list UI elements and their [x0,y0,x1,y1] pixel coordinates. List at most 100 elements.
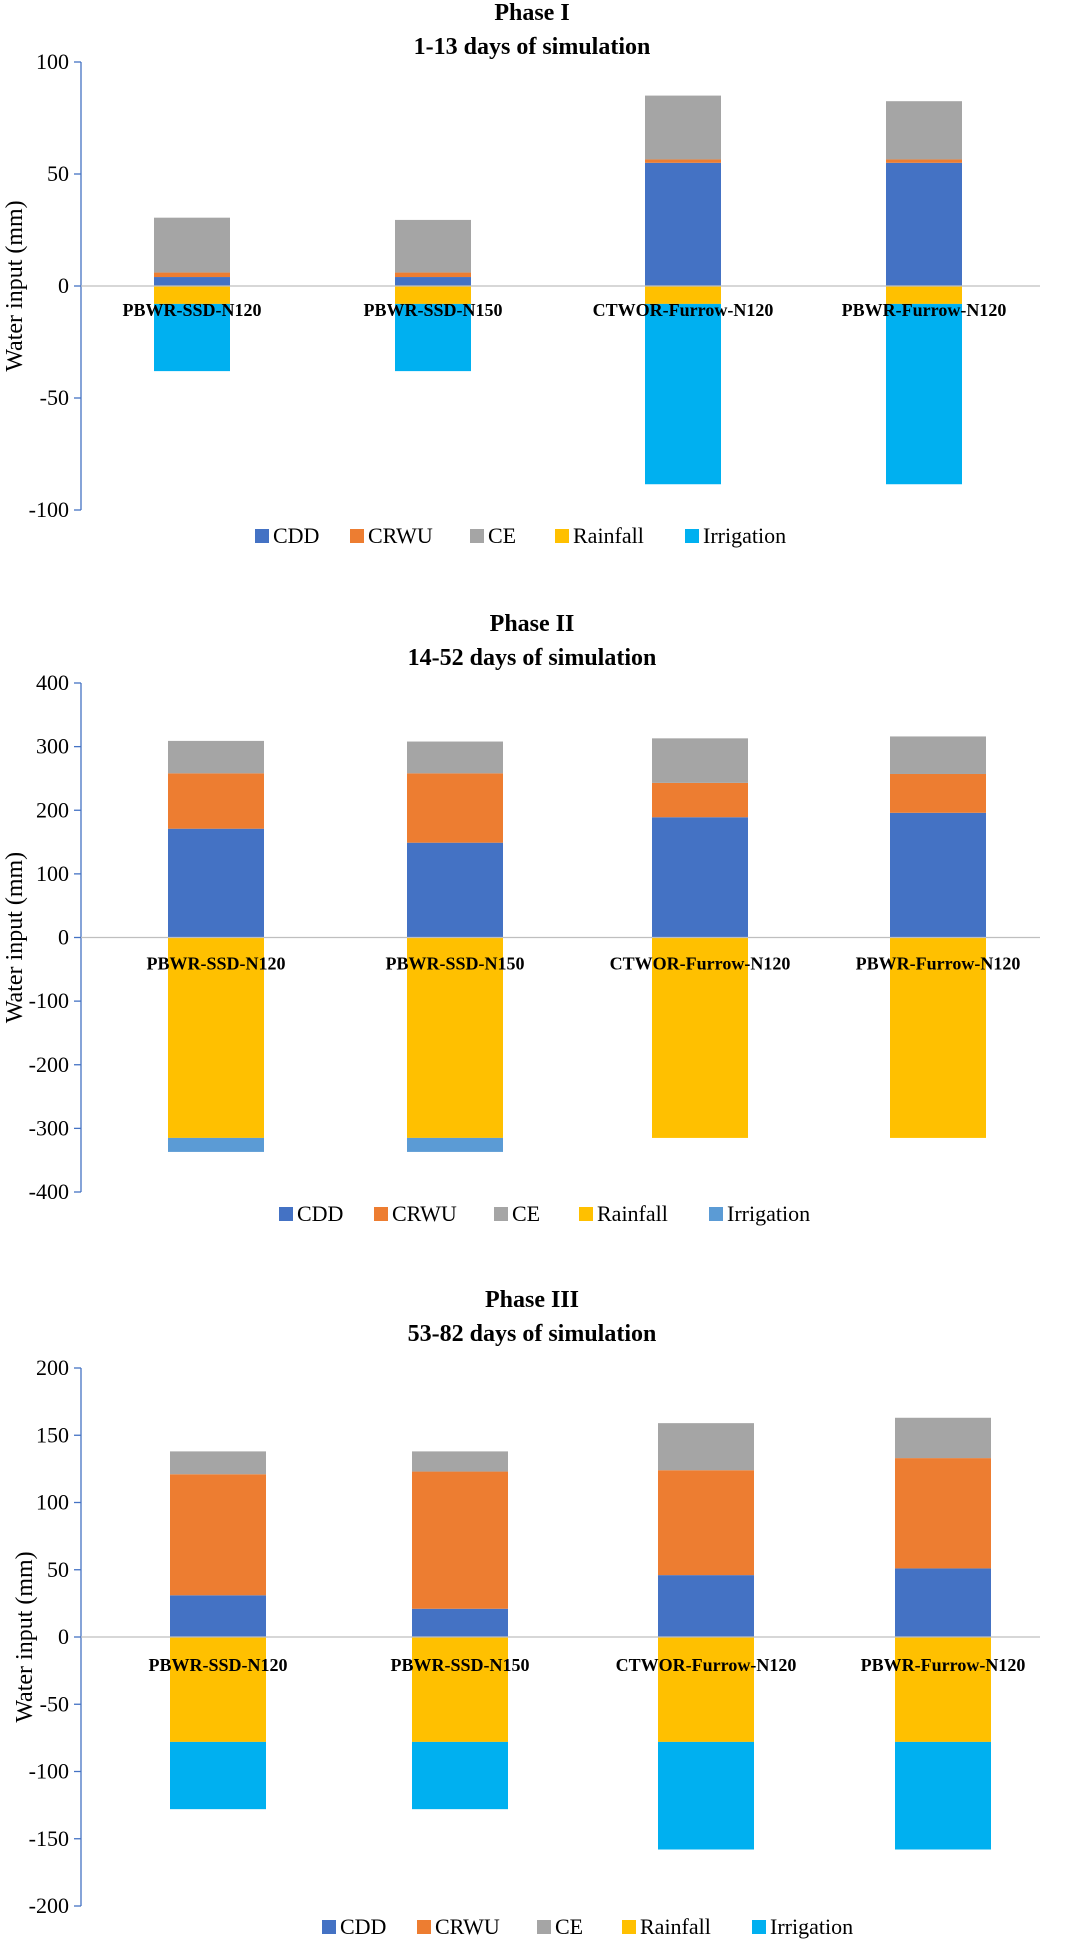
bar-segment-rainfall [890,937,986,1138]
y-tick-label: -50 [40,1691,69,1716]
legend-label-crwu: CRWU [368,523,433,548]
y-axis-label: Water input (mm) [2,852,28,1023]
chart-phase-3: Phase III 53-82 days of simulation Water i… [12,1287,1040,1939]
bar-segment-irrigation [658,1741,754,1850]
legend-swatch-cdd [322,1920,336,1934]
bar-segment-crwu [652,782,748,818]
legend: CDD CRWU CE Rainfall Irrigation [255,523,786,548]
bar-segment-irrigation [168,1137,264,1152]
y-tick-label: 100 [36,49,69,74]
bar-segment-cdd [407,842,503,938]
y-tick-label: 50 [47,1557,69,1582]
y-axis-label: Water input (mm) [12,1551,38,1722]
legend: CDD CRWU CE Rainfall Irrigation [322,1914,853,1939]
bar-segment-rainfall [886,286,962,304]
legend-label-cdd: CDD [273,523,319,548]
y-tick-label: 0 [58,273,69,298]
legend-label-irrigation: Irrigation [727,1201,810,1226]
y-tick-label: -300 [29,1115,69,1140]
y-tick-label: -100 [29,1759,69,1784]
bar-segment-rainfall [168,937,264,1138]
bar-segment-irrigation [154,303,230,372]
bar-segment-irrigation [412,1741,508,1810]
bar-segment-rainfall [395,286,471,304]
y-tick-label: 100 [36,861,69,886]
legend-swatch-irrigation [685,529,699,543]
legend-label-crwu: CRWU [435,1914,500,1939]
legend-swatch-cdd [255,529,269,543]
category-label: PBWR-SSD-N150 [363,300,502,320]
category-label: CTWOR-Furrow-N120 [610,954,791,974]
bar-segment-cdd [890,812,986,938]
bar-segment-ce [895,1417,991,1459]
legend-swatch-crwu [350,529,364,543]
legend-label-irrigation: Irrigation [770,1914,853,1939]
category-label: CTWOR-Furrow-N120 [593,300,774,320]
bar-segment-crwu [154,272,230,278]
y-tick-label: 50 [47,161,69,186]
bar-segment-crwu [395,272,471,278]
bar-segment-cdd [412,1608,508,1637]
legend-swatch-rainfall [622,1920,636,1934]
bar-segment-cdd [154,277,230,286]
bar-segment-crwu [412,1471,508,1609]
bar-segment-ce [170,1451,266,1475]
bar-segment-crwu [890,773,986,813]
chart-title: Phase III [485,1287,579,1313]
bar-segment-crwu [170,1474,266,1596]
y-axis-label: Water input (mm) [2,200,28,371]
legend-label-ce: CE [488,523,516,548]
bar-segment-cdd [895,1568,991,1637]
legend-swatch-rainfall [555,529,569,543]
legend-swatch-ce [470,529,484,543]
y-tick-label: -100 [29,497,69,522]
bar-segment-ce [645,95,721,160]
chart-title: Phase II [490,611,575,637]
category-label: PBWR-SSD-N150 [385,954,524,974]
bar-segment-rainfall [412,1637,508,1742]
category-label: PBWR-Furrow-N120 [856,954,1021,974]
bar-segment-crwu [407,773,503,843]
bar-segment-ce [407,741,503,774]
legend-label-cdd: CDD [297,1201,343,1226]
bar-segment-ce [890,736,986,774]
y-tick-label: -400 [29,1179,69,1204]
bar-segment-ce [168,740,264,774]
legend-label-crwu: CRWU [392,1201,457,1226]
legend-swatch-crwu [374,1207,388,1221]
chart-title: Phase I [494,0,569,26]
bar-segment-irrigation [895,1741,991,1850]
bar-segment-rainfall [154,286,230,304]
bar-segment-crwu [168,773,264,829]
bar-segment-ce [154,217,230,273]
category-label: PBWR-SSD-N150 [390,1655,529,1675]
chart-phase-2: Phase II 14-52 days of simulation Water in… [2,611,1040,1226]
legend-swatch-rainfall [579,1207,593,1221]
y-tick-label: 0 [58,925,69,950]
bar-segment-ce [886,101,962,160]
chart-subtitle: 53-82 days of simulation [408,1321,657,1347]
legend-label-rainfall: Rainfall [573,523,644,548]
y-tick-label: -200 [29,1052,69,1077]
legend-label-irrigation: Irrigation [703,523,786,548]
category-label: PBWR-SSD-N120 [146,954,285,974]
legend-swatch-irrigation [752,1920,766,1934]
category-label: PBWR-Furrow-N120 [842,300,1007,320]
category-label: PBWR-SSD-N120 [148,1655,287,1675]
chart-subtitle: 1-13 days of simulation [414,34,651,60]
y-tick-label: 150 [36,1422,69,1447]
bar-segment-cdd [168,828,264,938]
bar-segment-cdd [658,1575,754,1637]
y-tick-label: -150 [29,1826,69,1851]
bar-segment-cdd [886,162,962,286]
bar-segment-crwu [886,159,962,163]
bar-segment-irrigation [395,303,471,372]
bar-segment-irrigation [886,303,962,485]
legend-swatch-irrigation [709,1207,723,1221]
bar-segment-rainfall [895,1637,991,1742]
bar-segment-crwu [895,1458,991,1569]
legend: CDD CRWU CE Rainfall Irrigation [279,1201,810,1226]
bar-segment-ce [395,219,471,273]
bar-segment-ce [412,1451,508,1472]
